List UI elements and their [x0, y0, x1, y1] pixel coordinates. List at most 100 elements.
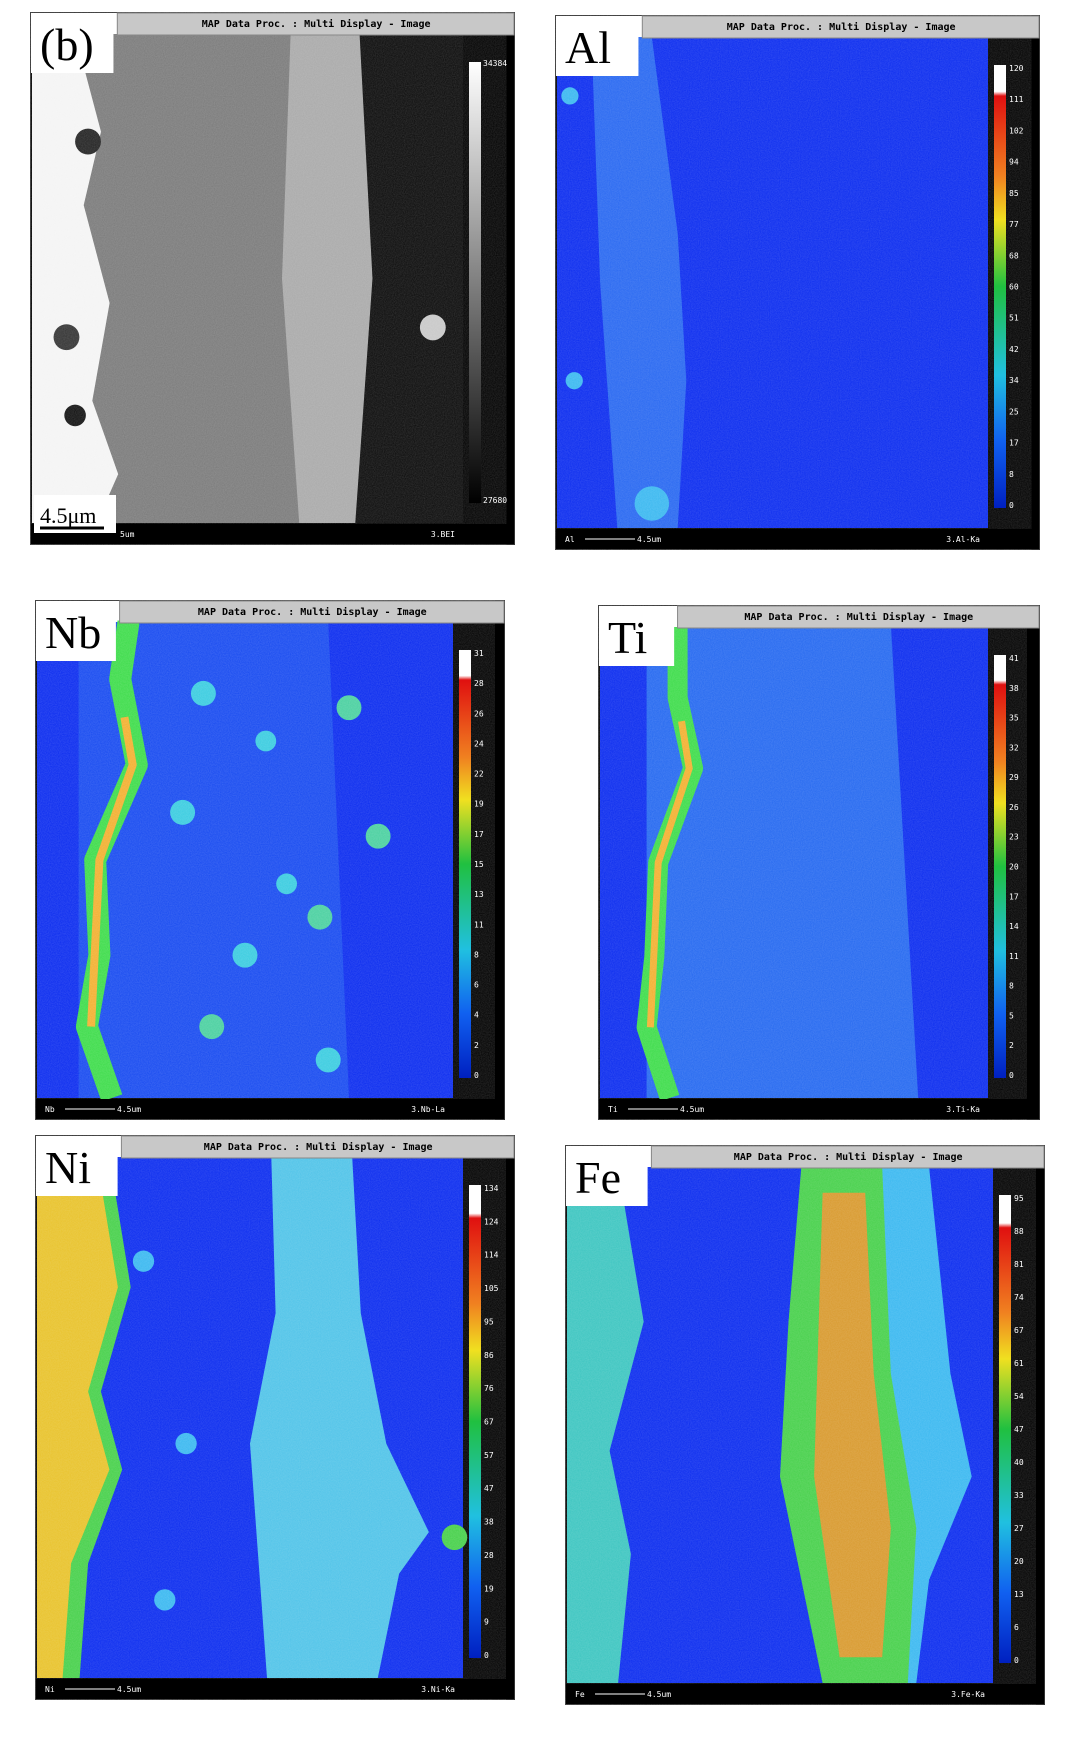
label-box — [36, 1136, 118, 1196]
scale-tick: 8 — [474, 950, 479, 959]
map-noise — [37, 1157, 463, 1678]
label-box — [599, 606, 675, 666]
scale-tick: 85 — [1009, 189, 1019, 198]
scale-tick: 76 — [484, 1384, 494, 1393]
panel-svg: MAP Data Proc. : Multi Display - Image 31… — [35, 600, 505, 1120]
scale-tick: 26 — [474, 709, 484, 718]
color-scale — [469, 1185, 481, 1658]
map-panel: MAP Data Proc. : Multi Display - Image 95… — [565, 1145, 1045, 1705]
scale-tick: 14 — [1009, 922, 1019, 931]
title-bar-text: MAP Data Proc. : Multi Display - Image — [744, 611, 973, 623]
title-bar — [116, 12, 515, 36]
scale-tick: 24 — [474, 739, 484, 748]
scale-tick: 34 — [1009, 376, 1019, 385]
scale-tick: 31 — [474, 649, 484, 658]
map-noise — [37, 622, 453, 1098]
scale-tick: 47 — [1014, 1425, 1024, 1434]
scale-bottom: 27680 — [483, 496, 507, 505]
scale-tick: 11 — [1009, 952, 1019, 961]
scale-tick: 26 — [1009, 803, 1019, 812]
footer-left: Ni — [45, 1685, 55, 1694]
map-noise — [600, 627, 988, 1098]
scale-tick: 23 — [1009, 833, 1019, 842]
scale-tick: 60 — [1009, 283, 1019, 292]
map-panel: MAP Data Proc. : Multi Display - Image 31… — [35, 600, 505, 1120]
footer-scale: 4.5um — [117, 1685, 141, 1694]
footer-right: 3.Ti-Ka — [946, 1105, 980, 1114]
scale-tick: 28 — [484, 1551, 494, 1560]
scale-tick: 134 — [484, 1184, 499, 1193]
title-bar — [119, 600, 505, 624]
panel-label: Ti — [608, 612, 647, 663]
scale-tick: 35 — [1009, 714, 1019, 723]
color-scale — [999, 1195, 1011, 1663]
scale-tick: 102 — [1009, 126, 1024, 135]
scale-tick: 120 — [1009, 64, 1024, 73]
map-noise — [567, 1167, 993, 1683]
scale-tick: 95 — [484, 1317, 494, 1326]
panel-label: Al — [565, 22, 611, 73]
title-bar-text: MAP Data Proc. : Multi Display - Image — [727, 21, 956, 33]
footer-right: 3.Fe-Ka — [951, 1690, 985, 1699]
map-panel: MAP Data Proc. : Multi Display - Image 34… — [30, 12, 515, 545]
color-scale — [459, 650, 471, 1078]
footer-right: 3.Al-Ka — [946, 535, 980, 544]
map-panel: MAP Data Proc. : Multi Display - Image 13… — [35, 1135, 515, 1700]
scale-tick: 67 — [1014, 1326, 1024, 1335]
scale-tick: 8 — [1009, 982, 1014, 991]
footer-bar — [36, 1679, 514, 1699]
scale-tick: 6 — [474, 981, 479, 990]
scale-tick: 111 — [1009, 95, 1024, 104]
title-bar — [677, 605, 1040, 629]
scale-tick: 40 — [1014, 1458, 1024, 1467]
footer-left: Al — [565, 535, 575, 544]
scale-tick: 86 — [484, 1351, 494, 1360]
scale-tick: 54 — [1014, 1392, 1024, 1401]
scale-tick: 81 — [1014, 1260, 1024, 1269]
title-bar-text: MAP Data Proc. : Multi Display - Image — [202, 18, 431, 30]
scale-tick: 68 — [1009, 251, 1019, 260]
scale-tick: 13 — [474, 890, 484, 899]
scale-tick: 6 — [1014, 1623, 1019, 1632]
footer-bar — [599, 1099, 1039, 1119]
scale-tick: 32 — [1009, 743, 1019, 752]
scale-tick: 2 — [474, 1041, 479, 1050]
scale-tick: 4 — [474, 1011, 479, 1020]
scale-tick: 27 — [1014, 1524, 1024, 1533]
title-bar-text: MAP Data Proc. : Multi Display - Image — [198, 606, 427, 618]
scale-tick: 61 — [1014, 1359, 1024, 1368]
scale-tick: 95 — [1014, 1194, 1024, 1203]
scale-tick: 47 — [484, 1484, 494, 1493]
scale-tick: 41 — [1009, 654, 1019, 663]
scale-tick: 15 — [474, 860, 484, 869]
map-noise — [557, 37, 988, 528]
scale-tick: 0 — [1009, 1071, 1014, 1080]
scale-tick: 17 — [1009, 892, 1019, 901]
scale-tick: 124 — [484, 1217, 499, 1226]
scale-tick: 20 — [1009, 863, 1019, 872]
map-panel: MAP Data Proc. : Multi Display - Image 41… — [598, 605, 1040, 1120]
color-scale — [994, 655, 1006, 1078]
scale-tick: 8 — [1009, 470, 1014, 479]
scale-tick: 114 — [484, 1251, 499, 1260]
scale-tick: 17 — [1009, 439, 1019, 448]
title-bar-text: MAP Data Proc. : Multi Display - Image — [734, 1151, 963, 1163]
footer-left: Ti — [608, 1105, 618, 1114]
scale-tick: 0 — [1009, 501, 1014, 510]
footer-bar — [556, 529, 1039, 549]
footer-left: Nb — [45, 1105, 55, 1114]
footer-scale: 4.5um — [647, 1690, 671, 1699]
footer-left: 5um — [120, 530, 135, 539]
scale-tick: 28 — [474, 679, 484, 688]
panel-svg: MAP Data Proc. : Multi Display - Image 41… — [598, 605, 1040, 1120]
color-scale — [994, 65, 1006, 508]
footer-scale: 4.5um — [680, 1105, 704, 1114]
scale-tick: 51 — [1009, 314, 1019, 323]
footer-right: 3.Ni-Ka — [421, 1685, 455, 1694]
scale-tick: 25 — [1009, 407, 1019, 416]
scale-tick: 13 — [1014, 1590, 1024, 1599]
scale-tick: 20 — [1014, 1557, 1024, 1566]
footer-right: 3.BEI — [431, 530, 455, 539]
color-scale — [469, 62, 481, 503]
scale-tick: 74 — [1014, 1293, 1024, 1302]
